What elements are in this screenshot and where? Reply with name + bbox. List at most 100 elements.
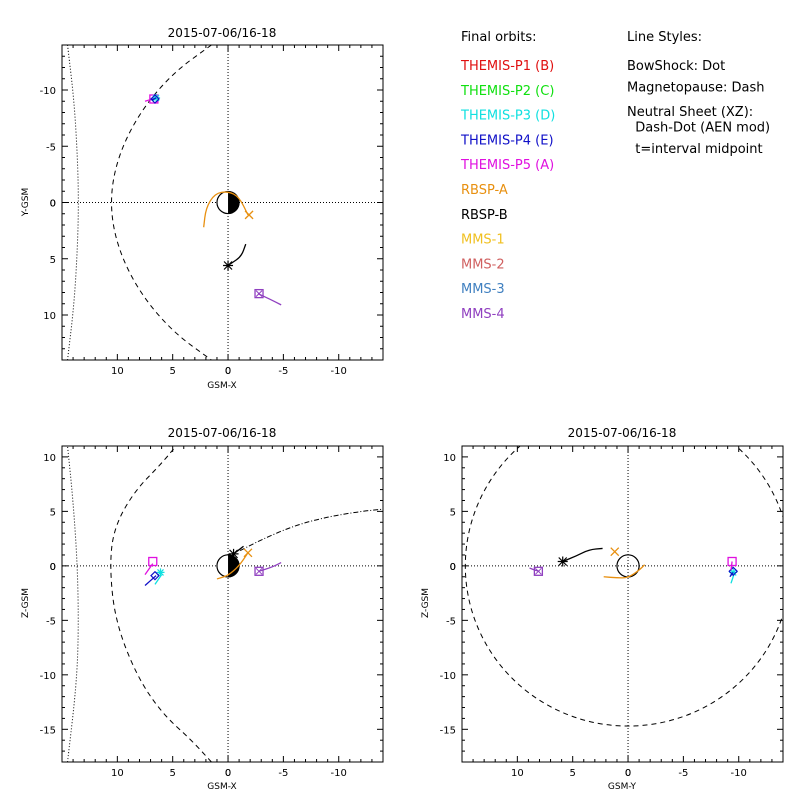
panel-xy-ylabel: Y-GSM (21, 188, 31, 217)
legend-line-styles-list: BowShock: Dot Magnetopause: Dash Neutral S… (627, 59, 770, 157)
panel-yz-xlabel: GSM-Y (608, 782, 637, 792)
orbit-rbsp-a-marker (610, 547, 620, 557)
panel-xy-xtick-label: 0 (225, 366, 231, 377)
orbit-themis-p3-d--marker (729, 568, 738, 577)
panel-xz-ylabel: Z-GSM (21, 588, 31, 618)
orbit-mms-4-marker (254, 288, 264, 299)
panel-xy-xtick-label: 10 (111, 366, 124, 377)
earth-icon (616, 554, 640, 578)
panel-yz-title: 2015-07-06/16-18 (568, 426, 677, 440)
orbit-themis-p3-d--track (730, 573, 735, 584)
legend-style-0: BowShock: Dot (627, 59, 725, 74)
panel-yz-xtick-label: -10 (731, 768, 747, 779)
panel-yz-xtick-label: 10 (511, 768, 524, 779)
legend-item-themis-p3-d-: THEMIS-P3 (D) (460, 109, 555, 124)
panel-xz-xtick-label: 10 (111, 768, 124, 779)
panel-xy-ytick-label: -10 (40, 86, 56, 97)
legend-style-2: Neutral Sheet (XZ): (627, 105, 753, 120)
neutral-sheet-line (239, 508, 383, 552)
panel-yz-ytick-label: 10 (443, 453, 456, 464)
panel-xz-title: 2015-07-06/16-18 (168, 426, 277, 440)
panel-xz-ytick-label: 0 (50, 562, 56, 573)
panel-yz-ytick-label: 0 (450, 562, 456, 573)
panel-xz-xlabel: GSM-X (207, 782, 236, 792)
legend-item-themis-p4-e-: THEMIS-P4 (E) (460, 133, 554, 148)
panel-xy-xtick-label: 5 (170, 366, 176, 377)
panel-xz-xtick-label: 0 (225, 768, 231, 779)
legend-item-themis-p5-a-: THEMIS-P5 (A) (460, 158, 554, 173)
orbit-rbsp-b-track (562, 547, 603, 563)
orbit-rbsp-a-track (203, 191, 249, 228)
panel-xy-ytick-label: -5 (46, 142, 56, 153)
orbit-mms-4-marker (254, 566, 264, 576)
legend-item-mms-4: MMS-4 (461, 307, 505, 322)
orbit-mms-4-track (529, 567, 540, 572)
panel-xy-xlabel: GSM-X (207, 381, 236, 391)
legend: Final orbits: Line Styles: THEMIS-P1 (B)… (460, 30, 770, 322)
panel-xz-xtick-label: -5 (278, 768, 288, 779)
legend-item-themis-p2-c-: THEMIS-P2 (C) (460, 84, 554, 99)
legend-item-rbsp-b: RBSP-B (461, 208, 508, 223)
panel-xy-ytick-label: 5 (50, 255, 56, 266)
orbit-mms-4-marker-cross (255, 567, 263, 575)
panel-yz-ylabel: Z-GSM (421, 588, 431, 618)
orbit-themis-p4-e--marker (150, 94, 160, 104)
panel-yz-plot-area (464, 446, 783, 727)
panel-xz-ytick-label: -5 (46, 616, 56, 627)
panel-xz-ytick-label: 0 (50, 562, 56, 573)
bow-shock-line (67, 446, 79, 762)
panel-xy-ytick-label: 10 (43, 311, 56, 322)
panel-xz-xtick-label: 0 (225, 768, 231, 779)
panel-xy-xtick-label: 0 (225, 366, 231, 377)
panel-yz-xtick-label: 0 (625, 768, 631, 779)
panel-xy-xtick-label: -10 (331, 366, 347, 377)
panel-xz-ytick-label: -15 (40, 725, 56, 736)
legend-item-themis-p1-b-: THEMIS-P1 (B) (460, 59, 554, 74)
orbit-rbsp-b-track (227, 243, 247, 267)
panel-xy-title: 2015-07-06/16-18 (168, 26, 277, 40)
orbit-themis-p3-d--track (154, 574, 163, 585)
panel-yz-xtick-label: -5 (678, 768, 688, 779)
panel-xy-xtick-label: -5 (278, 366, 288, 377)
legend-styles-title: Line Styles: (627, 30, 702, 45)
panel-xz-ytick-label: -10 (40, 671, 56, 682)
orbit-themis-p4-e--track (144, 575, 157, 586)
orbit-themis-p5-a--marker (727, 556, 737, 567)
panel-yz-xtick-label: 0 (625, 768, 631, 779)
panel-yz-xtick-label: 5 (570, 768, 576, 779)
panel-xz-ytick-label: 10 (43, 453, 56, 464)
legend-style-4: t=interval midpoint (627, 142, 763, 157)
orbit-rbsp-a-marker (244, 210, 254, 220)
legend-item-rbsp-a: RBSP-A (461, 183, 508, 198)
magnetopause-circle (464, 446, 783, 727)
panel-xy-ytick-label: 0 (50, 199, 56, 210)
orbit-rbsp-a-track (603, 564, 646, 579)
legend-style-3: Dash-Dot (AEN mod) (627, 121, 770, 136)
legend-item-mms-3: MMS-3 (461, 282, 505, 297)
orbit-themis-p5-a--track (144, 563, 154, 575)
bow-shock-line (67, 45, 79, 360)
orbit-mms-4-marker-cross (255, 290, 263, 297)
magnetopause-line (111, 45, 212, 360)
orbit-themis-p4-e--marker (150, 570, 160, 581)
magnetopause-line (110, 446, 212, 762)
legend-spacecraft-list: THEMIS-P1 (B) THEMIS-P2 (C) THEMIS-P3 (D) T… (460, 59, 555, 322)
panel-xy: 2015-07-06/16-18 GSM-X Y-GSM 10 5 0 -5 -10 0 -… (21, 26, 384, 391)
orbit-mms-4-marker (533, 566, 544, 576)
panel-yz-ytick-label: 5 (450, 507, 456, 518)
panel-xz-xtick-label: -10 (331, 768, 347, 779)
panel-yz-ytick-label: -10 (440, 671, 456, 682)
orbit-themis-p5-a--track (144, 97, 157, 102)
panel-xz-xtick-label: 5 (170, 768, 176, 779)
panel-xz-ytick-label: 5 (50, 507, 56, 518)
orbit-mms-4-marker-cross (535, 567, 542, 575)
earth-night-side (228, 191, 240, 214)
panel-yz-frame (461, 445, 784, 763)
panel-xz-frame (61, 445, 384, 763)
legend-orbits-title: Final orbits: (461, 30, 537, 45)
orbit-themis-p5-a--marker (148, 556, 158, 567)
panel-yz-ytick-label: -15 (440, 725, 456, 736)
orbit-themis-p4-e--track (729, 572, 734, 578)
